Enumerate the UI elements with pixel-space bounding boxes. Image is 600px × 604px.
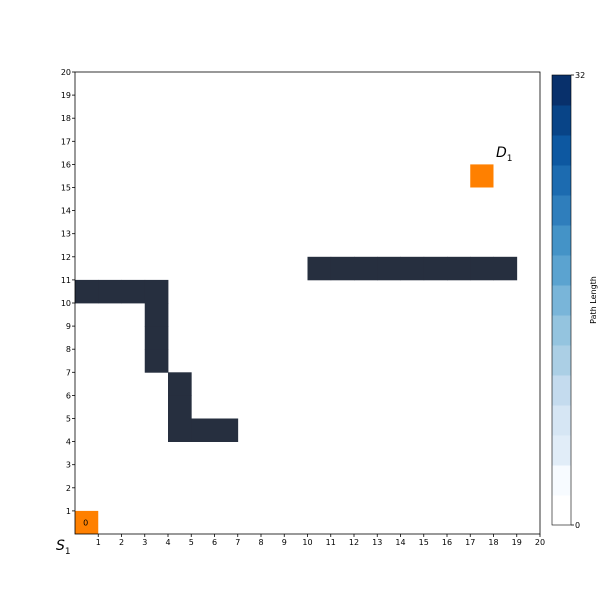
- x-tick-label: 13: [372, 538, 382, 547]
- x-tick-label: 14: [395, 538, 405, 547]
- y-tick-label: 19: [61, 91, 71, 100]
- y-tick-label: 11: [61, 276, 71, 285]
- obstacle-cell: [214, 418, 239, 442]
- x-tick-label: 7: [235, 538, 240, 547]
- obstacle-cell: [400, 256, 425, 281]
- obstacle-cell: [330, 256, 355, 281]
- obstacle-cell: [377, 256, 401, 281]
- x-tick-label: 3: [142, 538, 147, 547]
- x-tick-label: 2: [119, 538, 124, 547]
- x-tick-label: 4: [165, 538, 170, 547]
- colorbar-segment: [552, 405, 571, 436]
- obstacle-cell: [98, 279, 122, 304]
- obstacle-cell: [470, 256, 494, 281]
- obstacle-cell: [168, 418, 192, 442]
- x-tick-label: 6: [212, 538, 217, 547]
- destination-cell: [470, 164, 494, 188]
- y-tick-label: 7: [66, 368, 71, 377]
- x-tick-label: 18: [488, 538, 498, 547]
- y-tick-label: 14: [61, 207, 71, 216]
- y-tick-label: 20: [61, 68, 71, 77]
- colorbar-segment: [552, 315, 571, 346]
- obstacle-cell: [354, 256, 378, 281]
- y-tick-label: 5: [66, 415, 71, 424]
- y-tick-label: 12: [61, 253, 71, 262]
- obstacle-cell: [75, 279, 99, 304]
- obstacle-cell: [447, 256, 471, 281]
- colorbar-max-label: 32: [575, 71, 585, 80]
- colorbar-segment: [552, 195, 571, 226]
- obstacle-cell: [144, 349, 169, 373]
- colorbar-segment: [552, 135, 571, 166]
- y-tick-label: 17: [61, 137, 71, 146]
- x-tick-label: 17: [465, 538, 475, 547]
- colorbar-label: Path Length: [589, 276, 598, 324]
- colorbar-segment: [552, 75, 571, 106]
- obstacle-cell: [191, 418, 215, 442]
- x-tick-label: 5: [189, 538, 194, 547]
- colorbar: 32 0 Path Length: [551, 71, 598, 530]
- colorbar-segment: [552, 165, 571, 196]
- obstacle-cell: [423, 256, 448, 281]
- obstacle-cell: [144, 279, 169, 304]
- y-tick-label: 13: [61, 230, 71, 239]
- obstacle-cell: [168, 372, 192, 396]
- x-tick-label: 15: [419, 538, 429, 547]
- grid-cells: 0: [75, 164, 518, 534]
- colorbar-segment: [552, 255, 571, 286]
- colorbar-segment: [552, 495, 571, 526]
- y-tick-label: 18: [61, 114, 71, 123]
- x-axis-ticks: 1 2 3 4 5 6 7 8 9 10 11 12 13 14 15 16 17 18 19 20: [96, 534, 545, 547]
- y-tick-label: 3: [66, 461, 71, 470]
- y-tick-label: 2: [66, 484, 71, 493]
- obstacle-cell: [144, 303, 169, 327]
- colorbar-segment: [552, 375, 571, 406]
- endpoint-labels: S1 D1: [56, 145, 513, 557]
- colorbar-segment: [552, 225, 571, 256]
- x-tick-label: 19: [512, 538, 522, 547]
- colorbar-segment: [552, 435, 571, 466]
- x-tick-label: 8: [258, 538, 263, 547]
- colorbar-segment: [552, 465, 571, 496]
- obstacle-cell: [168, 395, 192, 419]
- colorbar-segment: [552, 345, 571, 376]
- x-tick-label: 20: [535, 538, 545, 547]
- colorbar-segment: [552, 105, 571, 136]
- y-tick-label: 9: [66, 322, 71, 331]
- start-label: S1: [56, 538, 71, 557]
- start-cell: [75, 510, 99, 534]
- x-tick-label: 10: [302, 538, 312, 547]
- x-tick-label: 11: [326, 538, 336, 547]
- y-tick-label: 4: [66, 438, 71, 447]
- colorbar-segment: [552, 285, 571, 316]
- x-tick-label: 16: [442, 538, 452, 547]
- start-cell-value: 0: [83, 518, 88, 527]
- obstacle-cell: [493, 256, 518, 281]
- y-tick-label: 8: [66, 345, 71, 354]
- x-tick-label: 1: [96, 538, 101, 547]
- y-tick-label: 1: [66, 507, 71, 516]
- obstacle-cell: [307, 256, 332, 281]
- obstacle-cell: [144, 326, 169, 350]
- obstacle-cell: [121, 279, 146, 304]
- x-tick-label: 12: [349, 538, 359, 547]
- colorbar-frame: [551, 74, 572, 526]
- y-tick-label: 6: [66, 391, 71, 400]
- y-tick-label: 10: [61, 299, 71, 308]
- y-tick-label: 16: [61, 160, 71, 169]
- colorbar-min-label: 0: [575, 521, 580, 530]
- destination-label: D1: [496, 145, 513, 164]
- y-tick-label: 15: [61, 184, 71, 193]
- x-tick-label: 9: [282, 538, 287, 547]
